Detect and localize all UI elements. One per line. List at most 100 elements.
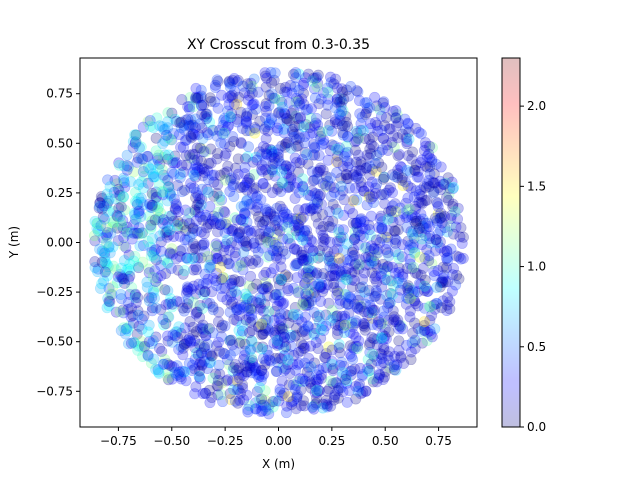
data-point <box>299 277 311 289</box>
data-point <box>228 135 240 147</box>
data-point <box>218 245 230 257</box>
data-point <box>235 214 247 226</box>
data-point <box>182 298 194 310</box>
data-point <box>239 168 251 180</box>
data-point <box>185 120 197 132</box>
data-point <box>365 210 377 222</box>
data-point <box>164 224 176 236</box>
data-point <box>312 218 324 230</box>
data-point <box>99 247 111 259</box>
data-point <box>196 359 208 371</box>
data-point <box>194 365 206 377</box>
data-point <box>255 406 267 418</box>
x-tick-label: −0.50 <box>153 434 190 448</box>
data-point <box>430 245 442 257</box>
data-point <box>124 265 136 277</box>
data-point <box>130 186 142 198</box>
data-point <box>234 182 246 194</box>
data-point <box>150 132 162 144</box>
data-point <box>332 392 344 404</box>
data-point <box>187 128 199 140</box>
data-point <box>320 108 332 120</box>
data-point <box>189 149 201 161</box>
data-point <box>194 284 206 296</box>
data-point <box>182 253 194 265</box>
data-point <box>340 273 352 285</box>
data-point <box>243 141 255 153</box>
data-point <box>426 156 438 168</box>
data-point <box>260 203 272 215</box>
data-point <box>384 182 396 194</box>
data-point <box>321 399 333 411</box>
data-point <box>420 182 432 194</box>
data-point <box>375 318 387 330</box>
data-point <box>162 216 174 228</box>
data-point <box>351 222 363 234</box>
data-point <box>96 245 108 257</box>
data-point <box>133 222 145 234</box>
data-point <box>117 191 129 203</box>
data-point <box>284 238 296 250</box>
data-point <box>263 354 275 366</box>
data-point <box>323 221 335 233</box>
data-point <box>388 225 400 237</box>
data-point <box>363 292 375 304</box>
data-point <box>378 371 390 383</box>
data-point <box>227 365 239 377</box>
data-point <box>205 254 217 266</box>
data-point <box>402 117 414 129</box>
data-point <box>290 258 302 270</box>
data-point <box>328 278 340 290</box>
data-point <box>115 293 127 305</box>
data-point <box>324 180 336 192</box>
data-point <box>221 166 233 178</box>
scatter-points <box>88 66 469 420</box>
data-point <box>132 260 144 272</box>
data-point <box>424 314 436 326</box>
data-point <box>349 226 361 238</box>
data-point <box>188 182 200 194</box>
data-point <box>259 101 271 113</box>
data-point <box>390 112 402 124</box>
data-point <box>316 271 328 283</box>
data-point <box>142 350 154 362</box>
data-point <box>211 253 223 265</box>
data-point <box>295 400 307 412</box>
data-point <box>241 125 253 137</box>
data-point <box>203 158 215 170</box>
data-point <box>266 187 278 199</box>
data-point <box>312 342 324 354</box>
data-point <box>296 246 308 258</box>
data-point <box>138 239 150 251</box>
data-point <box>290 110 302 122</box>
data-point <box>310 269 322 281</box>
data-point <box>241 360 253 372</box>
data-point <box>257 178 269 190</box>
data-point <box>200 330 212 342</box>
data-point <box>290 403 302 415</box>
data-point <box>224 111 236 123</box>
data-point <box>175 116 187 128</box>
data-point <box>334 279 346 291</box>
data-point <box>292 309 304 321</box>
data-point <box>365 240 377 252</box>
data-point <box>225 278 237 290</box>
data-point <box>159 284 171 296</box>
data-point <box>322 154 334 166</box>
x-axis-label: X (m) <box>262 457 295 471</box>
data-point <box>246 309 258 321</box>
data-point <box>259 225 271 237</box>
data-point <box>408 232 420 244</box>
data-point <box>266 146 278 158</box>
data-point <box>223 258 235 270</box>
data-point <box>226 89 238 101</box>
data-point <box>367 304 379 316</box>
data-point <box>238 200 250 212</box>
data-point <box>113 159 125 171</box>
data-point <box>349 233 361 245</box>
data-point <box>317 398 329 410</box>
data-point <box>344 291 356 303</box>
data-point <box>223 359 235 371</box>
data-point <box>404 305 416 317</box>
data-point <box>381 261 393 273</box>
